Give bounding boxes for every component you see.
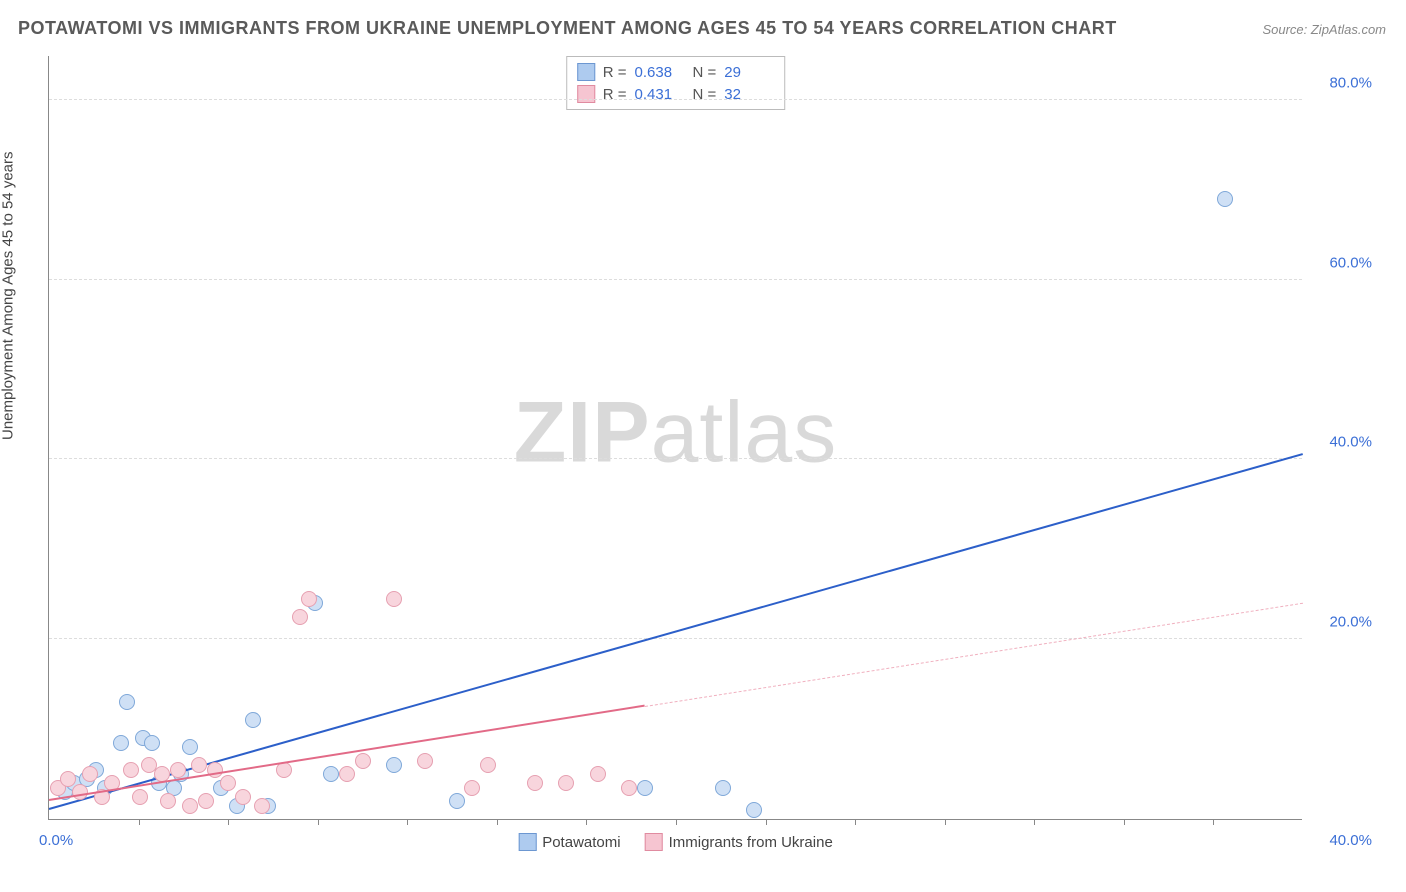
y-axis-label: Unemployment Among Ages 45 to 54 years: [0, 151, 17, 440]
data-point: [170, 762, 186, 778]
data-point: [746, 802, 762, 818]
x-tick: [228, 819, 229, 825]
x-tick: [497, 819, 498, 825]
data-point: [254, 798, 270, 814]
data-point: [235, 789, 251, 805]
legend-swatch: [645, 833, 663, 851]
legend-r-label: R =: [603, 64, 627, 81]
legend-r-value: 0.638: [635, 64, 685, 81]
legend-swatch: [577, 85, 595, 103]
data-point: [527, 775, 543, 791]
data-point: [558, 775, 574, 791]
x-tick: [676, 819, 677, 825]
data-point: [621, 780, 637, 796]
x-tick: [586, 819, 587, 825]
gridline: [49, 99, 1302, 100]
watermark: ZIPatlas: [514, 383, 837, 482]
legend-label: Immigrants from Ukraine: [669, 834, 833, 851]
data-point: [113, 735, 129, 751]
data-point: [417, 753, 433, 769]
x-axis-min-label: 0.0%: [39, 832, 73, 849]
trend-line: [49, 705, 645, 801]
legend-swatch: [577, 63, 595, 81]
x-tick: [1034, 819, 1035, 825]
y-tick-label: 80.0%: [1329, 74, 1372, 91]
legend-row: R = 0.638 N = 29: [577, 61, 775, 83]
data-point: [191, 757, 207, 773]
data-point: [198, 793, 214, 809]
data-point: [220, 775, 236, 791]
legend-label: Potawatomi: [542, 834, 620, 851]
gridline: [49, 638, 1302, 639]
data-point: [355, 753, 371, 769]
data-point: [82, 766, 98, 782]
series-legend: Potawatomi Immigrants from Ukraine: [518, 833, 833, 851]
data-point: [480, 757, 496, 773]
x-tick: [318, 819, 319, 825]
data-point: [144, 735, 160, 751]
data-point: [323, 766, 339, 782]
data-point: [464, 780, 480, 796]
x-tick: [945, 819, 946, 825]
legend-swatch: [518, 833, 536, 851]
data-point: [637, 780, 653, 796]
legend-item: Immigrants from Ukraine: [645, 833, 833, 851]
x-tick: [766, 819, 767, 825]
x-tick: [139, 819, 140, 825]
data-point: [1217, 191, 1233, 207]
data-point: [386, 591, 402, 607]
legend-item: Potawatomi: [518, 833, 620, 851]
data-point: [123, 762, 139, 778]
x-tick: [1213, 819, 1214, 825]
y-tick-label: 60.0%: [1329, 254, 1372, 271]
gridline: [49, 458, 1302, 459]
data-point: [590, 766, 606, 782]
data-point: [449, 793, 465, 809]
data-point: [245, 712, 261, 728]
data-point: [339, 766, 355, 782]
x-tick: [1124, 819, 1125, 825]
legend-n-label: N =: [693, 64, 717, 81]
y-tick-label: 40.0%: [1329, 434, 1372, 451]
y-tick-label: 20.0%: [1329, 614, 1372, 631]
x-tick: [855, 819, 856, 825]
chart-title: POTAWATOMI VS IMMIGRANTS FROM UKRAINE UN…: [18, 18, 1117, 39]
data-point: [182, 739, 198, 755]
x-axis-max-label: 40.0%: [1329, 832, 1372, 849]
trend-line: [645, 602, 1303, 706]
gridline: [49, 279, 1302, 280]
data-point: [119, 694, 135, 710]
source-attribution: Source: ZipAtlas.com: [1262, 22, 1386, 37]
watermark-rest: atlas: [651, 384, 838, 480]
data-point: [60, 771, 76, 787]
legend-n-value: 29: [724, 64, 774, 81]
data-point: [182, 798, 198, 814]
data-point: [301, 591, 317, 607]
data-point: [715, 780, 731, 796]
plot-area: ZIPatlas R =0.638N =29R =0.431N =32 Pota…: [48, 56, 1302, 820]
data-point: [132, 789, 148, 805]
watermark-bold: ZIP: [514, 384, 651, 480]
correlation-legend: R = 0.638 N = 29 R =0.431N =32: [566, 56, 786, 110]
x-tick: [407, 819, 408, 825]
legend-row: R =0.431N =32: [577, 83, 775, 105]
data-point: [292, 609, 308, 625]
data-point: [160, 793, 176, 809]
data-point: [386, 757, 402, 773]
